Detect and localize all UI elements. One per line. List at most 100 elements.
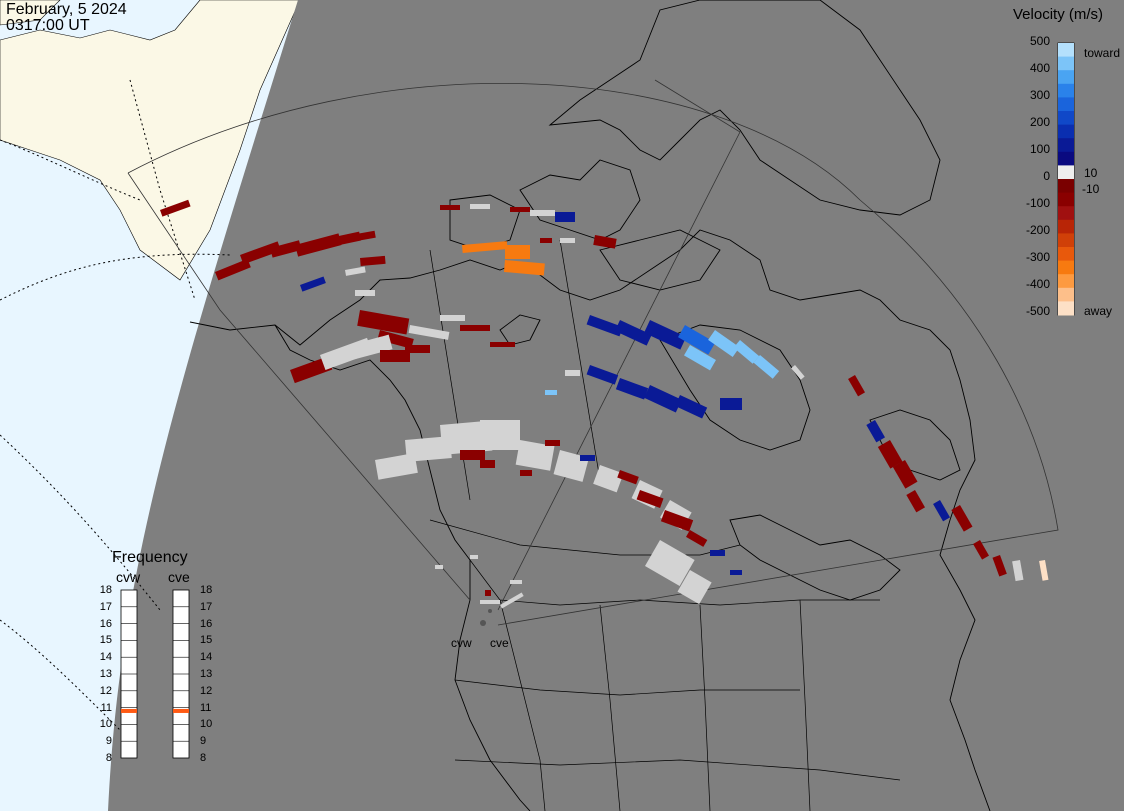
- scatter-cell: [906, 489, 925, 513]
- scatter-cell: [480, 600, 500, 604]
- scatter-cell: [485, 590, 491, 596]
- velocity-color-segment: [1058, 301, 1074, 316]
- velocity-color-segment: [1058, 97, 1074, 112]
- velocity-tick-label: -300: [1025, 250, 1050, 264]
- scatter-cell: [933, 500, 951, 522]
- scatter-cell: [586, 365, 619, 385]
- radar-site-marker: [488, 609, 492, 613]
- scatter-cell: [440, 315, 465, 321]
- velocity-tick-label: -400: [1025, 277, 1050, 291]
- frequency-marker: [121, 708, 137, 713]
- frequency-tick-label: 9: [105, 735, 112, 748]
- velocity-legend-title: Velocity (m/s): [1013, 6, 1104, 23]
- night-region: [108, 0, 1124, 811]
- scatter-cell: [677, 570, 712, 605]
- velocity-small-tick-positive: 10: [1084, 166, 1098, 180]
- scatter-cell: [555, 212, 575, 222]
- velocity-color-segment: [1058, 111, 1074, 126]
- radar-site-label-cvw: cvw: [451, 636, 472, 650]
- field-of-view: [127, 79, 1059, 626]
- frequency-radar-right: cve: [168, 569, 190, 585]
- frequency-tick-label: 16: [200, 617, 213, 630]
- scatter-cell: [345, 230, 376, 243]
- frequency-tick-label: 11: [100, 701, 112, 714]
- scatter-cell: [565, 370, 580, 376]
- scatter-cell: [462, 241, 508, 253]
- frequency-bar-cvw: [120, 589, 138, 759]
- velocity-color-segment: [1058, 124, 1074, 139]
- velocity-color-segment: [1058, 260, 1074, 275]
- scatter-cell: [545, 440, 560, 446]
- frequency-tick-label: 13: [99, 668, 112, 680]
- scatter-cell: [505, 245, 530, 259]
- scatter-cell: [404, 436, 452, 462]
- scatter-cell: [1012, 560, 1024, 582]
- scatter-cell: [992, 555, 1007, 577]
- scatter-cell: [440, 205, 460, 210]
- velocity-color-segment: [1058, 56, 1074, 71]
- frequency-legend-title: Frequency: [112, 549, 188, 566]
- velocity-bottom-label: away: [1084, 304, 1113, 318]
- scatter-cell: [586, 315, 623, 337]
- scatter-cell: [350, 334, 393, 360]
- frequency-tick-label: 17: [200, 600, 213, 613]
- scatter-cell: [540, 238, 552, 243]
- velocity-small-tick-negative: -10: [1082, 182, 1100, 196]
- coastlines: [189, 0, 991, 811]
- scatter-cell: [460, 450, 485, 460]
- velocity-color-segment: [1058, 192, 1074, 207]
- velocity-tick-label: -200: [1025, 223, 1050, 237]
- frequency-tick-label: 14: [200, 651, 213, 664]
- scatter-cell: [499, 592, 524, 609]
- scatter-cell: [644, 385, 682, 413]
- scatter-cell: [892, 460, 918, 489]
- scatter-cell: [686, 529, 708, 547]
- scatter-cell: [345, 266, 366, 276]
- scatter-cell: [951, 505, 973, 532]
- scatter-cell: [720, 398, 742, 410]
- scatter-cell: [593, 464, 624, 493]
- scatter-cell: [678, 325, 716, 355]
- scatter-cell: [480, 420, 520, 450]
- frequency-tick-label: 16: [99, 617, 112, 630]
- frequency-tick-label: 12: [99, 684, 112, 697]
- velocity-color-segment: [1058, 83, 1074, 98]
- frequency-tick-label: 18: [99, 584, 112, 596]
- velocity-top-label: toward: [1084, 46, 1121, 60]
- scatter-cell: [159, 199, 191, 217]
- scatter-cell: [877, 439, 903, 469]
- velocity-color-segment: [1058, 219, 1074, 234]
- scatter-cell: [580, 455, 595, 461]
- scatter-cell: [214, 258, 251, 281]
- scatter-cell: [408, 325, 450, 340]
- scatter-cell: [405, 345, 430, 353]
- scatter-cell: [645, 540, 695, 586]
- scatter-cell: [510, 580, 522, 584]
- frequency-tick-label: 18: [200, 584, 213, 596]
- frequency-tick-label: 11: [200, 701, 212, 714]
- frequency-tick-label: 15: [99, 634, 112, 647]
- scatter-cell: [490, 342, 515, 347]
- scatter-cell: [636, 490, 664, 508]
- scatter-cell: [617, 470, 639, 485]
- scatter-cell: [357, 310, 410, 335]
- frequency-tick-label: 15: [200, 634, 213, 647]
- radar-site-marker: [480, 620, 486, 626]
- scatter-cell: [593, 235, 617, 249]
- scatter-cell: [503, 260, 545, 276]
- scatter-cell: [708, 330, 740, 358]
- scatter-cell: [360, 255, 386, 266]
- velocity-color-segment: [1058, 287, 1074, 302]
- scatter-cell: [674, 395, 708, 419]
- scatter-cell: [435, 565, 443, 569]
- velocity-color-segment: [1058, 138, 1074, 153]
- scatter-cell: [355, 290, 375, 296]
- scatter-cell: [791, 365, 805, 380]
- scatter-cell: [300, 276, 326, 292]
- scatter-cell: [615, 378, 649, 400]
- date-label: February, 5 2024: [6, 1, 127, 18]
- frequency-bar-cve: [172, 589, 190, 759]
- scatter-cell: [515, 440, 555, 471]
- velocity-tick-label: 300: [1029, 88, 1050, 102]
- scatter-cell: [440, 420, 493, 455]
